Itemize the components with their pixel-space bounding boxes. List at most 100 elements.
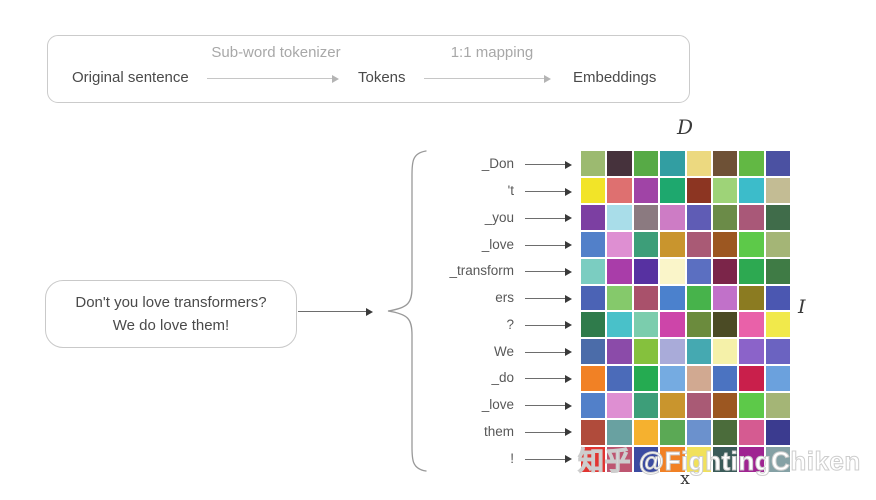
embedding-cell [765, 366, 790, 392]
embedding-cell [765, 258, 790, 284]
embedding-cell [660, 204, 685, 230]
embedding-cell [633, 339, 659, 365]
embedding-cell [765, 231, 790, 257]
embedding-cell [660, 393, 685, 419]
embedding-cell [660, 366, 685, 392]
token-label: _love [481, 236, 514, 252]
token-label: them [483, 423, 514, 439]
embedding-cell [660, 258, 685, 284]
embedding-cell [633, 312, 659, 338]
token-label: _transform [449, 263, 514, 279]
embedding-cell [581, 177, 606, 203]
token-label: ers [495, 290, 514, 306]
matrix-dimension-label-D: D [676, 115, 694, 139]
embedding-cell [633, 231, 659, 257]
embedding-cell [581, 393, 606, 419]
embedding-cell [686, 258, 711, 284]
pipeline-step-original-sentence: Original sentence [72, 69, 189, 86]
embedding-cell [739, 312, 764, 338]
embedding-cell [712, 366, 738, 392]
embedding-cell [712, 204, 738, 230]
embedding-cell [712, 151, 738, 176]
embedding-cell [739, 420, 764, 446]
pipeline-box: Sub-word tokenizer 1:1 mapping Original … [47, 35, 690, 103]
embedding-cell [660, 231, 685, 257]
embedding-cell [686, 312, 711, 338]
pipeline-arrow-label-tokenizer: Sub-word tokenizer [211, 44, 341, 61]
embedding-cell [607, 285, 632, 311]
token-label: _Don [481, 156, 514, 172]
embedding-cell [686, 204, 711, 230]
input-sentence-box: Don't you love transformers? We do love … [45, 280, 297, 348]
embedding-cell [660, 339, 685, 365]
embedding-cell [712, 231, 738, 257]
sentence-line-1: Don't you love transformers? [75, 293, 267, 311]
embedding-matrix [581, 151, 790, 472]
embedding-cell [607, 339, 632, 365]
token-list: _Don 't _you _love _transform ers? We _do _love t… [330, 0, 514, 500]
embedding-cell [633, 258, 659, 284]
embedding-cell [607, 231, 632, 257]
matrix-dimension-label-I: I [798, 296, 806, 318]
token-label: 't [507, 183, 514, 199]
embedding-cell [712, 447, 738, 472]
embedding-cell [765, 420, 790, 446]
embedding-cell [739, 285, 764, 311]
matrix-dimension-label-x: x [680, 469, 690, 489]
pipeline-step-tokens: Tokens [358, 69, 406, 86]
embedding-cell [686, 285, 711, 311]
token-label: _love [481, 397, 514, 413]
embedding-cell [712, 339, 738, 365]
embedding-cell [633, 285, 659, 311]
embedding-cell [739, 366, 764, 392]
embedding-cell [712, 285, 738, 311]
embedding-cell [686, 231, 711, 257]
embedding-cell [581, 366, 606, 392]
embedding-cell [633, 177, 659, 203]
token-label: ! [510, 450, 514, 466]
embedding-cell [607, 420, 632, 446]
embedding-cell [765, 447, 790, 472]
embedding-cell [607, 151, 632, 176]
embedding-cell [581, 204, 606, 230]
embedding-cell [581, 285, 606, 311]
embedding-cell [633, 420, 659, 446]
pipeline-arrow-label-mapping: 1:1 mapping [450, 44, 534, 61]
embedding-cell [633, 366, 659, 392]
embedding-cell [633, 151, 659, 176]
embedding-cell [581, 151, 606, 176]
token-label: _you [484, 209, 514, 225]
sentence-line-2: We do love them! [112, 317, 230, 334]
embedding-cell [686, 366, 711, 392]
embedding-cell [607, 177, 632, 203]
embedding-cell [739, 393, 764, 419]
embedding-cell [660, 447, 685, 472]
embedding-cell [660, 420, 685, 446]
embedding-cell [739, 177, 764, 203]
embedding-cell [660, 177, 685, 203]
curly-brace-icon [387, 150, 427, 472]
token-arrow-list [525, 0, 572, 500]
embedding-cell [660, 312, 685, 338]
embedding-cell [765, 312, 790, 338]
embedding-cell [739, 151, 764, 176]
embedding-cell [581, 447, 606, 472]
pipeline-step-embeddings: Embeddings [573, 69, 657, 86]
embedding-cell [739, 258, 764, 284]
embedding-cell [607, 204, 632, 230]
embedding-cell [581, 231, 606, 257]
embedding-cell [633, 393, 659, 419]
embedding-cell [581, 420, 606, 446]
watermark: 知乎 @FightingChiken [578, 446, 861, 477]
embedding-cell [686, 420, 711, 446]
embedding-cell [765, 339, 790, 365]
embedding-cell [633, 447, 659, 472]
embedding-cell [739, 204, 764, 230]
embedding-cell [739, 447, 764, 472]
embedding-cell [660, 285, 685, 311]
embedding-cell [712, 393, 738, 419]
embedding-cell [686, 151, 711, 176]
embedding-cell [686, 447, 711, 472]
embedding-cell [607, 366, 632, 392]
